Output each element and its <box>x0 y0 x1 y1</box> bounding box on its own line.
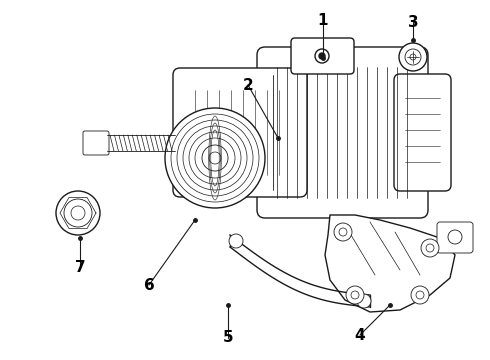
FancyBboxPatch shape <box>437 222 473 253</box>
Circle shape <box>405 49 421 65</box>
Circle shape <box>315 49 329 63</box>
Circle shape <box>202 145 228 171</box>
Circle shape <box>64 199 92 227</box>
Text: 6: 6 <box>144 278 154 292</box>
FancyBboxPatch shape <box>394 74 451 191</box>
FancyBboxPatch shape <box>173 68 307 197</box>
FancyBboxPatch shape <box>291 38 354 74</box>
Circle shape <box>56 191 100 235</box>
Circle shape <box>195 138 235 178</box>
Circle shape <box>448 230 462 244</box>
Circle shape <box>416 291 424 299</box>
Text: 1: 1 <box>318 13 328 27</box>
FancyBboxPatch shape <box>83 131 109 155</box>
Circle shape <box>421 239 439 257</box>
Circle shape <box>426 244 434 252</box>
Text: 4: 4 <box>355 328 366 342</box>
Circle shape <box>209 152 221 164</box>
Circle shape <box>229 234 243 248</box>
Circle shape <box>346 286 364 304</box>
FancyBboxPatch shape <box>257 47 428 218</box>
Circle shape <box>171 114 259 202</box>
Circle shape <box>177 120 253 196</box>
Circle shape <box>334 223 352 241</box>
Circle shape <box>165 108 265 208</box>
Circle shape <box>357 294 371 308</box>
Circle shape <box>183 126 247 190</box>
Circle shape <box>399 43 427 71</box>
Circle shape <box>351 291 359 299</box>
Circle shape <box>339 228 347 236</box>
Circle shape <box>411 286 429 304</box>
Circle shape <box>410 54 416 60</box>
Polygon shape <box>325 215 455 312</box>
Circle shape <box>71 206 85 220</box>
Text: 5: 5 <box>222 330 233 346</box>
Circle shape <box>189 132 241 184</box>
Text: 2: 2 <box>243 77 253 93</box>
Text: 3: 3 <box>408 14 418 30</box>
Text: 7: 7 <box>74 261 85 275</box>
Circle shape <box>319 53 325 59</box>
